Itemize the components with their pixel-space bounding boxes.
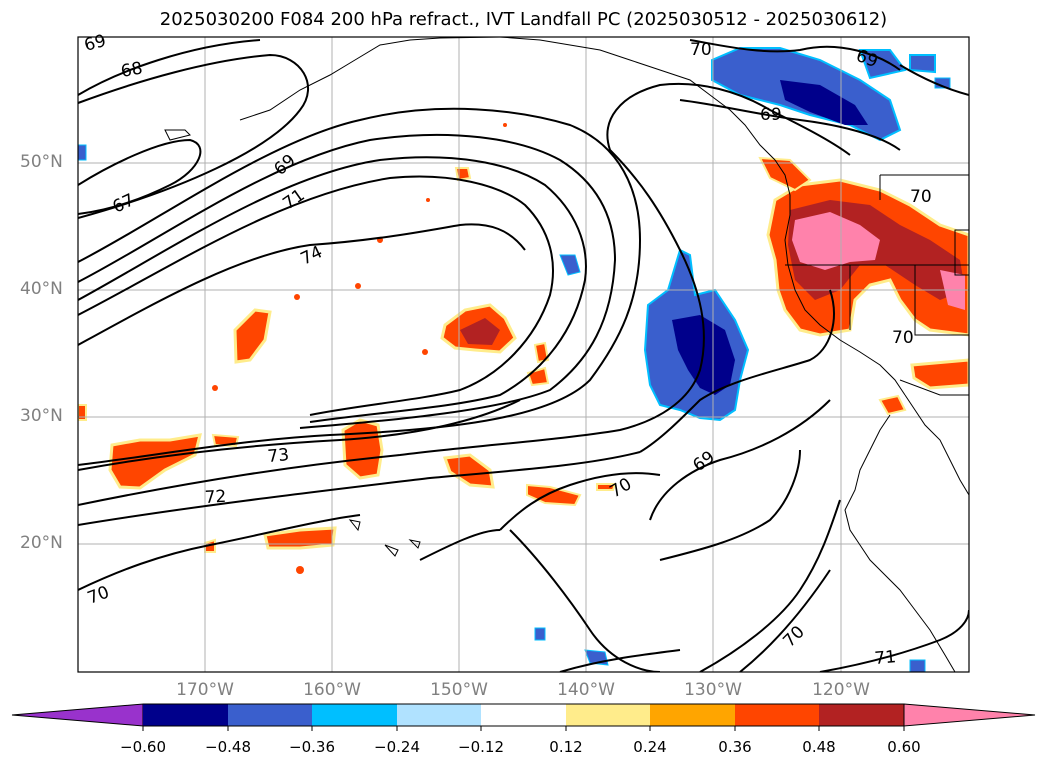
- contour-label: 70: [779, 622, 808, 651]
- colorbar-tick-label: −0.36: [289, 738, 335, 756]
- contour-label: 70: [607, 474, 636, 502]
- colorbar-segment: [481, 704, 566, 726]
- negative-anomaly-shading: [78, 47, 951, 672]
- colorbar-segment: [819, 704, 904, 726]
- lat-label-50n: 50°N: [20, 152, 63, 172]
- map-frame: [77, 36, 970, 673]
- colorbar-tick-label: 0.60: [887, 738, 921, 756]
- colorbar-tick-label: 0.12: [549, 738, 583, 756]
- lon-label-160w: 160°W: [303, 680, 361, 700]
- colorbar-tick-label: −0.48: [205, 738, 251, 756]
- refractivity-contours: [78, 39, 969, 672]
- contour-label: 69: [760, 105, 782, 125]
- graticule: [78, 37, 969, 672]
- colorbar-segment: [735, 704, 819, 726]
- colorbar-segment: [143, 704, 228, 726]
- lat-label-40n: 40°N: [20, 279, 63, 299]
- lon-label-140w: 140°W: [557, 680, 615, 700]
- lon-label-120w: 120°W: [812, 680, 870, 700]
- colorbar-segment: [312, 704, 397, 726]
- map-plot-area: [78, 37, 969, 672]
- contour-label: 73: [267, 445, 290, 467]
- lat-label-20n: 20°N: [20, 533, 63, 553]
- colorbar-segment: [11, 703, 144, 727]
- colorbar-segment: [566, 704, 650, 726]
- colorbar-tick-label: −0.24: [374, 738, 420, 756]
- colorbar-segment: [228, 704, 312, 726]
- lat-label-30n: 30°N: [20, 406, 63, 426]
- colorbar-segment: [397, 704, 481, 726]
- contour-label: 70: [892, 328, 914, 348]
- contour-label: 69: [270, 151, 299, 180]
- contour-label: 70: [85, 583, 112, 609]
- colorbar-tick-label: 0.48: [802, 738, 836, 756]
- colorbar-tick-label: −0.60: [120, 738, 166, 756]
- colorbar-tick-label: −0.12: [458, 738, 504, 756]
- contour-label: 70: [910, 187, 932, 207]
- map-title: 2025030200 F084 200 hPa refract., IVT La…: [159, 9, 888, 30]
- contour-label: 67: [110, 190, 138, 217]
- colorbar-segment: [903, 703, 1036, 727]
- lon-label-150w: 150°W: [430, 680, 488, 700]
- colorbar: [11, 703, 1036, 731]
- contour-label: 68: [119, 58, 144, 81]
- lon-label-130w: 130°W: [684, 680, 742, 700]
- contour-label: 71: [874, 647, 897, 669]
- contour-label: 69: [82, 31, 108, 56]
- contour-label: 72: [204, 487, 227, 508]
- contour-label: 70: [690, 40, 712, 60]
- colorbar-segment: [650, 704, 735, 726]
- lon-label-170w: 170°W: [176, 680, 234, 700]
- coastlines: [164, 37, 969, 672]
- colorbar-tick-label: 0.36: [718, 738, 752, 756]
- colorbar-tick-label: 0.24: [633, 738, 667, 756]
